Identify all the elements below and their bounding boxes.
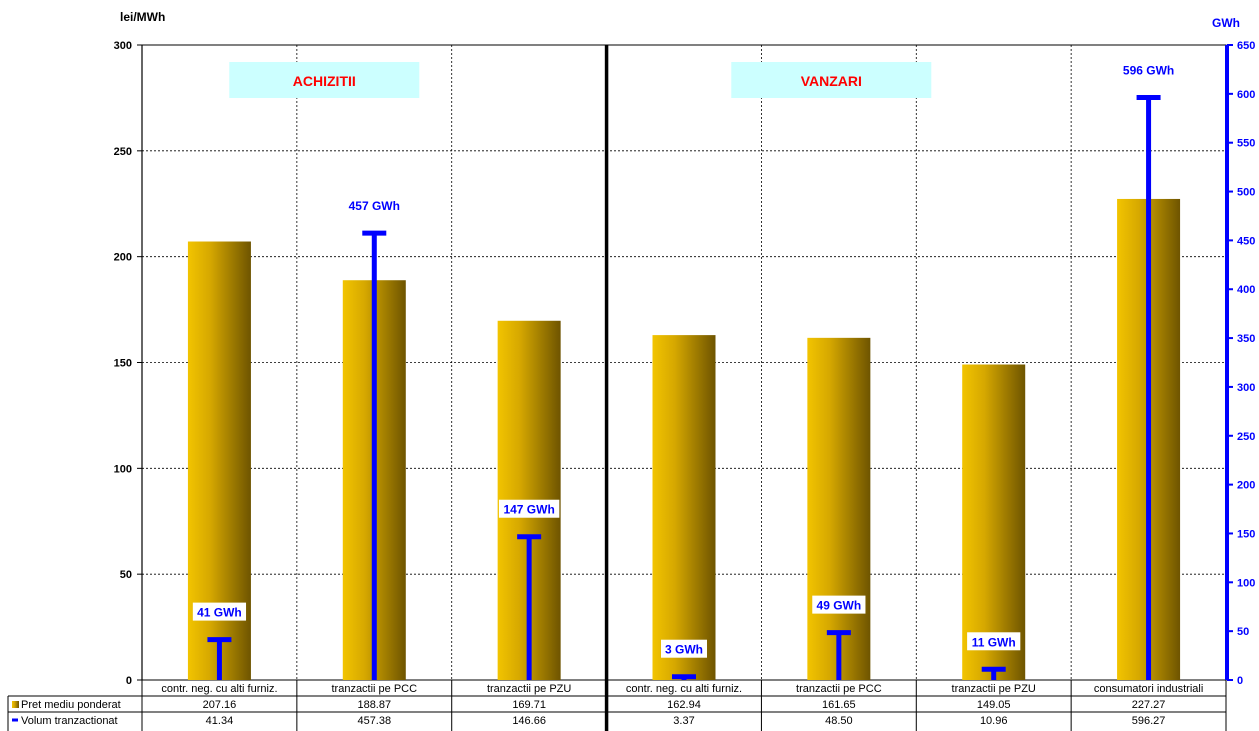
volume-data-label: 3 GWh	[665, 643, 703, 657]
table-cell-price: 149.05	[977, 699, 1011, 711]
left-axis-tick-label: 150	[114, 358, 132, 370]
volume-label-bg	[344, 196, 405, 215]
right-axis-unit: GWh	[1212, 16, 1240, 30]
table-cell-price: 169.71	[512, 699, 546, 711]
table-cell-price: 188.87	[357, 699, 391, 711]
volume-data-label: 41 GWh	[197, 606, 242, 620]
table-cell-price: 207.16	[203, 699, 237, 711]
table-cell-volume: 10.96	[980, 715, 1008, 727]
right-axis-tick-label: 250	[1237, 431, 1255, 443]
left-axis-tick-label: 0	[126, 675, 132, 687]
right-axis-tick-label: 500	[1237, 187, 1255, 199]
table-cell-volume: 457.38	[357, 715, 391, 727]
volume-data-label: 596 GWh	[1123, 63, 1174, 77]
left-axis-unit: lei/MWh	[120, 10, 165, 24]
volume-label-bg	[812, 595, 866, 614]
right-axis-tick-label: 300	[1237, 382, 1255, 394]
volume-label-bg	[192, 602, 247, 621]
volume-data-label: 11 GWh	[972, 635, 1016, 649]
right-axis-tick-label: 550	[1237, 138, 1255, 150]
legend-swatch-price	[12, 701, 19, 708]
left-axis-tick-label: 50	[120, 569, 132, 581]
volume-label-bg	[1118, 60, 1179, 79]
volume-data-label: 147 GWh	[503, 503, 554, 517]
data-table: contr. neg. cu alti furniz. 207.16 41.34 tr…	[7, 680, 1227, 731]
table-cell-volume: 41.34	[206, 715, 234, 727]
price-bar	[807, 337, 871, 680]
category-tick-label: tranzactii pe PCC	[796, 683, 882, 695]
right-axis-tick-label: 450	[1237, 235, 1255, 247]
section-label: ACHIZITII	[293, 73, 356, 89]
left-axis-tick-label: 200	[114, 252, 132, 264]
category-tick-label: contr. neg. cu alti furniz.	[626, 683, 742, 695]
right-axis-tick-label: 400	[1237, 284, 1255, 296]
table-cell-price: 162.94	[667, 699, 701, 711]
table-cell-volume: 146.66	[512, 715, 546, 727]
table-cell-volume: 48.50	[825, 715, 853, 727]
legend-label-price: Pret mediu ponderat	[21, 699, 121, 711]
volume-label-bg	[661, 639, 707, 658]
price-bar	[962, 364, 1026, 680]
category-tick-label: tranzactii pe PCC	[331, 683, 417, 695]
right-axis-tick-label: 100	[1237, 577, 1255, 589]
left-axis-tick-label: 300	[114, 40, 132, 52]
table-cell-volume: 596.27	[1132, 715, 1166, 727]
price-bar	[652, 335, 716, 680]
category-tick-label: tranzactii pe PZU	[952, 683, 1036, 695]
right-axis-tick-label: 50	[1237, 626, 1249, 638]
volume-label-bg	[967, 632, 1021, 651]
right-axis-tick-label: 200	[1237, 480, 1255, 492]
section-label: VANZARI	[801, 73, 862, 89]
category-tick-label: consumatori industriali	[1094, 683, 1203, 695]
category-tick-label: contr. neg. cu alti furniz.	[161, 683, 277, 695]
volume-data-label: 457 GWh	[349, 199, 400, 213]
volume-series: 41 GWh 457 GWh 147 GWh 3 GWh 49 GWh 11 GWh 596…	[192, 60, 1179, 680]
volume-label-bg	[498, 499, 560, 518]
right-axis-tick-label: 0	[1237, 675, 1243, 687]
left-axis-tick-label: 250	[114, 146, 132, 158]
table-cell-volume: 3.37	[673, 715, 694, 727]
section-label-box	[229, 62, 420, 98]
category-tick-label: tranzactii pe PZU	[487, 683, 571, 695]
right-axis-tick-label: 600	[1237, 89, 1255, 101]
axes: 0 50 100 150 200 250 300 lei/MWh 0 50 100 150 200 250…	[114, 10, 1256, 687]
left-axis-tick-label: 100	[114, 463, 132, 475]
table-cell-price: 161.65	[822, 699, 856, 711]
right-axis-tick-label: 150	[1237, 528, 1255, 540]
right-axis-tick-label: 650	[1237, 40, 1255, 52]
volume-data-label: 49 GWh	[817, 599, 862, 613]
right-axis-tick-label: 350	[1237, 333, 1255, 345]
section-label-box	[731, 62, 932, 98]
table-cell-price: 227.27	[1132, 699, 1166, 711]
legend-label-volume: Volum tranzactionat	[21, 715, 118, 727]
